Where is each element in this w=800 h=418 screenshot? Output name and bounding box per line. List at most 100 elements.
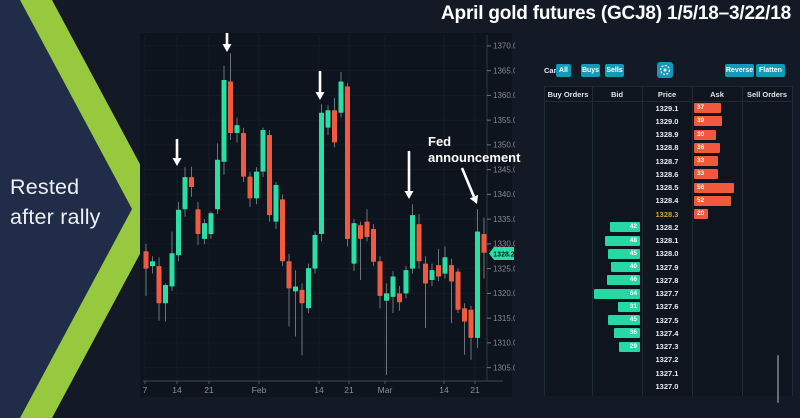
candle-up [208, 213, 214, 234]
dom-ask-bar[interactable]: 33 [694, 156, 718, 166]
dom-header-buy-orders: Buy Orders [547, 90, 589, 99]
candle-down [358, 225, 363, 239]
dom-bid-bar[interactable]: 36 [614, 328, 640, 339]
x-axis-tick-label: Feb [252, 385, 267, 395]
dom-ask-bar[interactable]: 39 [694, 116, 722, 127]
dom-price-cell: 1327.4 [655, 328, 679, 338]
dom-price-cell: 1327.7 [655, 289, 679, 298]
candle-up [150, 261, 155, 267]
candle-up [319, 112, 324, 234]
candle-down [377, 261, 383, 296]
dom-price-cell: 1327.0 [655, 381, 679, 391]
dom-price-cell: 1328.5 [655, 183, 679, 192]
peak-arrow-jan25-head [222, 44, 232, 52]
dom-bid-bar[interactable]: 45 [608, 248, 640, 259]
dom-column-divider [642, 86, 643, 396]
y-axis-tick-label: 1325.0 [493, 264, 515, 273]
dom-column-divider [544, 86, 545, 396]
candle-down [299, 289, 305, 304]
promo-chevron-graphic [0, 0, 164, 418]
peak-arrow-jan16-head [172, 158, 182, 166]
cancel-buys-button[interactable]: Buys [581, 64, 600, 77]
fed-announcement-label-line1: Fed [428, 134, 452, 149]
dom-bid-bar[interactable]: 31 [618, 301, 640, 312]
dom-scrollbar[interactable] [777, 355, 779, 403]
peak-arrow-feb16-head [315, 92, 325, 100]
dom-price-cell: 1327.5 [655, 315, 679, 325]
cancel-all-button[interactable]: All [556, 64, 571, 77]
promo-navy-wedge [0, 0, 132, 418]
dom-bid-bar[interactable]: 42 [610, 222, 640, 233]
dom-ask-bar[interactable]: 20 [694, 209, 708, 219]
candle-down [241, 133, 246, 177]
cancel-sells-button[interactable]: Sells [605, 64, 624, 77]
dom-ask-bar[interactable]: 37 [694, 103, 721, 113]
fed-announcement-label-line2: announcement [428, 150, 521, 165]
dom-ask-bar[interactable]: 36 [694, 142, 720, 153]
flatten-button[interactable]: Flatten [756, 64, 785, 77]
candle-up [293, 286, 298, 292]
dom-price-cell: 1327.2 [655, 355, 679, 365]
x-axis-tick-label: 21 [344, 385, 354, 395]
dom-horizontal-divider [544, 86, 792, 87]
candle-down [156, 266, 162, 304]
candle-up [202, 223, 207, 239]
dom-horizontal-divider [544, 101, 792, 102]
dom-bid-bar[interactable]: 48 [605, 235, 640, 246]
candle-down [371, 229, 376, 262]
dom-bid-bar[interactable]: 40 [611, 262, 640, 272]
dom-price-cell: 1327.8 [655, 275, 679, 285]
y-axis-tick-label: 1340.0 [493, 190, 515, 199]
candle-up [182, 177, 188, 210]
dom-price-cell: 1327.9 [655, 262, 679, 272]
y-axis-tick-label: 1345.0 [493, 165, 515, 174]
dom-ask-bar[interactable]: 56 [694, 182, 734, 193]
candle-up [351, 223, 357, 264]
candle-up [325, 110, 331, 128]
candle-down [481, 233, 487, 253]
candle-up [312, 234, 318, 269]
candle-down [143, 251, 149, 269]
y-axis-tick-label: 1360.0 [493, 91, 515, 100]
dom-ask-bar[interactable]: 52 [694, 195, 731, 206]
candle-down [247, 176, 253, 199]
dashed-circle-lock-icon [659, 64, 671, 76]
promo-headline: Rested after rally [10, 172, 101, 232]
dom-price-cell: 1329.0 [655, 116, 679, 126]
page-title: April gold futures (GCJ8) 1/5/18–3/22/18 [441, 3, 791, 24]
candle-down [455, 271, 461, 310]
dom-bid-bar[interactable]: 29 [619, 341, 640, 352]
candle-up [429, 270, 435, 281]
y-axis-tick-label: 1335.0 [493, 215, 515, 224]
dom-price-cell: 1328.0 [655, 249, 679, 259]
candle-down [189, 177, 194, 187]
dom-price-cell: 1328.6 [655, 169, 679, 179]
y-axis-tick-label: 1370.0 [493, 42, 515, 51]
dom-price-cell: 1327.6 [655, 302, 679, 312]
candle-down [423, 263, 428, 284]
dom-bid-bar[interactable]: 64 [594, 288, 640, 299]
last-price-value: 1328.2 [493, 252, 515, 259]
peak-arrow-mar7-head [404, 191, 414, 199]
dom-column-divider [692, 86, 693, 396]
lock-button[interactable] [657, 62, 673, 78]
candle-down [267, 134, 272, 216]
dom-price-cell: 1327.3 [655, 342, 679, 351]
dom-bid-bar[interactable]: 45 [608, 315, 640, 325]
x-axis-tick-label: 7 [143, 385, 148, 395]
candle-down [468, 309, 474, 338]
promo-headline-line1: Rested [10, 175, 80, 199]
dom-bid-bar[interactable]: 46 [607, 275, 640, 286]
candle-up [260, 130, 266, 172]
dom-ask-bar[interactable]: 33 [694, 169, 718, 180]
x-axis-tick-label: 14 [172, 385, 182, 395]
candlestick-chart[interactable]: 1370.0 1365.0 1360.0 1355.0 1350.0 1345.0 1340… [140, 33, 515, 397]
reverse-button[interactable]: Reverse [725, 64, 754, 77]
dom-price-cell: 1328.2 [655, 222, 679, 232]
y-axis-tick-label: 1320.0 [493, 289, 515, 298]
promo-headline-line2: after rally [10, 205, 101, 229]
x-axis-tick-label: 21 [470, 385, 480, 395]
dom-ask-bar[interactable]: 30 [694, 129, 716, 140]
chart-panel-background [140, 33, 512, 397]
